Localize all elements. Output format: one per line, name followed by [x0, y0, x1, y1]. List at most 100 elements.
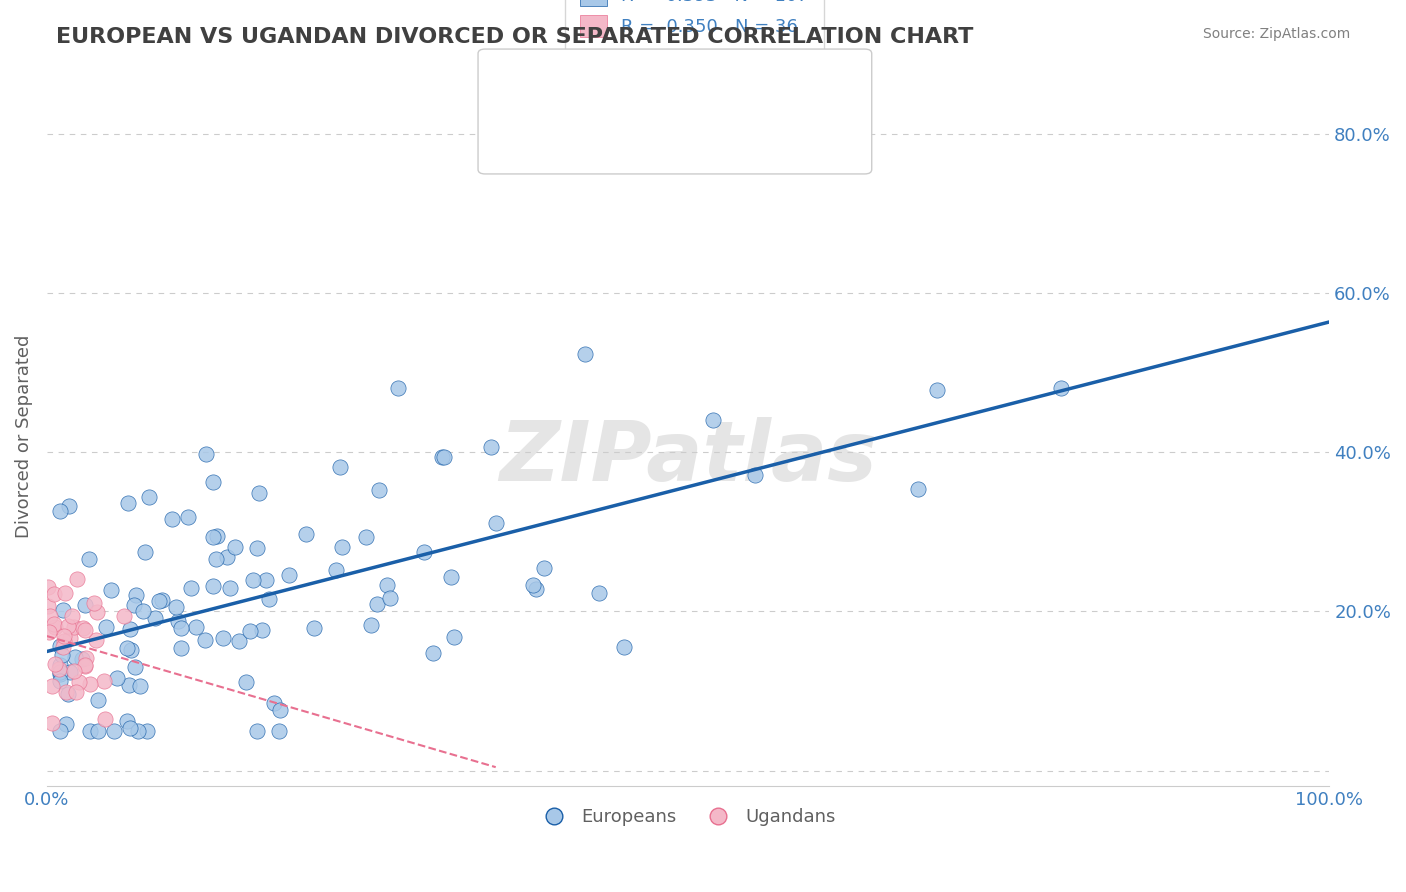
Point: [75, 651, 97, 665]
Point: [37, 580, 59, 594]
Point: [440, 570, 463, 584]
Point: [217, 549, 239, 564]
Point: [83, 596, 105, 610]
Point: [75, 659, 97, 673]
Point: [127, 723, 149, 738]
Point: [48, 657, 70, 672]
Point: [263, 696, 285, 710]
Point: [48, 666, 70, 681]
Point: [250, 623, 273, 637]
Point: [422, 646, 444, 660]
Point: [170, 621, 193, 635]
Point: [39, 608, 62, 623]
Point: [77, 552, 100, 566]
Point: [63, 649, 86, 664]
Point: [63, 664, 86, 678]
Point: [37, 599, 59, 613]
Point: [254, 573, 277, 587]
Point: [366, 597, 388, 611]
Point: [55, 685, 77, 699]
Point: [378, 591, 401, 606]
Point: [242, 573, 264, 587]
Point: [52, 640, 75, 655]
Legend: Europeans, Ugandans: Europeans, Ugandans: [533, 801, 844, 833]
Point: [44, 657, 66, 672]
Point: [44, 620, 66, 634]
Point: [131, 604, 153, 618]
Point: [202, 530, 225, 544]
Text: Source: ZipAtlas.com: Source: ZipAtlas.com: [1202, 27, 1350, 41]
Point: [41, 680, 63, 694]
Point: [94, 712, 117, 726]
Point: [613, 640, 636, 654]
Point: [65, 684, 87, 698]
Point: [205, 528, 228, 542]
Point: [533, 561, 555, 575]
Point: [433, 450, 456, 465]
Point: [103, 723, 125, 738]
Point: [484, 516, 506, 530]
Point: [120, 642, 142, 657]
Point: [48, 504, 70, 518]
Point: [176, 509, 198, 524]
Point: [115, 641, 138, 656]
Point: [51, 648, 73, 662]
Point: [79, 723, 101, 738]
Point: [122, 598, 145, 612]
Point: [205, 552, 228, 566]
Point: [228, 634, 250, 648]
Point: [124, 589, 146, 603]
Point: [73, 657, 96, 672]
Point: [148, 594, 170, 608]
Point: [413, 544, 436, 558]
Point: [329, 459, 352, 474]
Point: [170, 641, 193, 656]
Point: [63, 620, 86, 634]
Y-axis label: Divorced or Separated: Divorced or Separated: [15, 334, 32, 538]
Point: [165, 599, 187, 614]
Point: [294, 527, 316, 541]
Point: [118, 678, 141, 692]
Point: [48, 723, 70, 738]
Point: [105, 671, 128, 685]
Point: [1049, 381, 1071, 395]
Point: [325, 563, 347, 577]
Point: [48, 665, 70, 679]
Point: [430, 450, 453, 464]
Point: [62, 609, 84, 624]
Point: [702, 413, 724, 427]
Point: [368, 483, 391, 497]
Point: [117, 496, 139, 510]
Point: [201, 475, 224, 490]
Point: [41, 715, 63, 730]
Point: [72, 620, 94, 634]
Point: [574, 347, 596, 361]
Point: [53, 633, 76, 648]
Point: [53, 586, 76, 600]
Text: EUROPEAN VS UGANDAN DIVORCED OR SEPARATED CORRELATION CHART: EUROPEAN VS UGANDAN DIVORCED OR SEPARATE…: [56, 27, 973, 46]
Point: [246, 723, 269, 738]
Point: [180, 581, 202, 595]
Point: [58, 499, 80, 513]
Point: [925, 383, 948, 397]
Point: [202, 579, 225, 593]
Point: [48, 673, 70, 688]
Point: [44, 587, 66, 601]
Point: [79, 677, 101, 691]
Point: [278, 568, 301, 582]
Point: [212, 632, 235, 646]
Point: [143, 611, 166, 625]
Point: [302, 621, 325, 635]
Point: [100, 582, 122, 597]
Point: [115, 714, 138, 728]
Point: [522, 578, 544, 592]
Point: [150, 593, 173, 607]
Point: [219, 581, 242, 595]
Point: [246, 541, 269, 556]
Point: [235, 675, 257, 690]
Point: [86, 606, 108, 620]
Point: [73, 624, 96, 638]
Point: [138, 491, 160, 505]
Point: [443, 630, 465, 644]
Point: [247, 486, 270, 500]
